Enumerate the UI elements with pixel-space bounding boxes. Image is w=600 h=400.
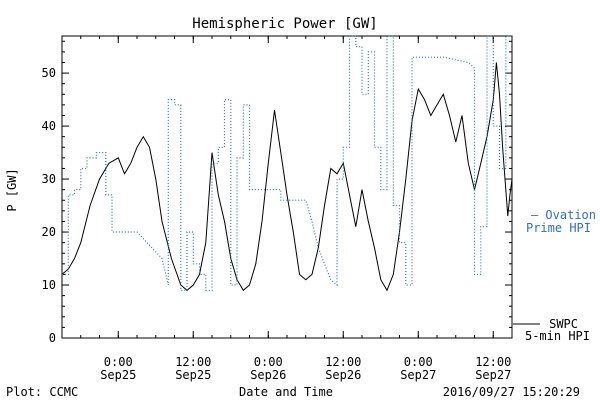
- x-tick-label-date: Sep26: [250, 368, 286, 382]
- y-tick-label: 0: [49, 331, 56, 345]
- series-layer: [61, 35, 513, 292]
- plot-border: [61, 35, 513, 339]
- x-tick-label-time: 0:00: [104, 355, 133, 369]
- y-tick-label: 30: [42, 172, 56, 186]
- chart-title: Hemispheric Power [GW]: [192, 16, 377, 32]
- axis-ticks: [61, 36, 513, 339]
- x-tick-label-date: Sep25: [100, 368, 136, 382]
- series-line-ovation: [62, 35, 512, 291]
- axis-labels: 010203040500:00Sep2512:00Sep250:00Sep261…: [42, 66, 596, 382]
- x-tick-label-date: Sep27: [475, 368, 511, 382]
- legend-label-ovation-line2: Prime HPI: [526, 221, 591, 235]
- x-tick-label-date: Sep25: [175, 368, 211, 382]
- x-tick-label-time: 12:00: [325, 355, 361, 369]
- series-line-swpc: [61, 62, 513, 292]
- y-tick-label: 50: [42, 66, 56, 80]
- plot-credit: Plot: CCMC: [6, 385, 78, 399]
- x-tick-label-date: Sep26: [325, 368, 361, 382]
- x-tick-label-time: 0:00: [254, 355, 283, 369]
- y-tick-label: 40: [42, 119, 56, 133]
- plot-area: [61, 35, 513, 339]
- y-tick-label: 20: [42, 225, 56, 239]
- x-axis-label: Date and Time: [239, 385, 333, 399]
- legend-label-swpc-line2: 5-min HPI: [525, 329, 590, 343]
- x-tick-label-time: 12:00: [175, 355, 211, 369]
- x-tick-label-time: 0:00: [404, 355, 433, 369]
- timestamp: 2016/09/27 15:20:29: [443, 385, 580, 399]
- y-tick-label: 10: [42, 278, 56, 292]
- x-tick-label-time: 12:00: [475, 355, 511, 369]
- legend-label-swpc-line1: SWPC: [549, 317, 578, 331]
- legend-label-ovation-line1: — Ovation: [531, 208, 596, 222]
- x-tick-label-date: Sep27: [400, 368, 436, 382]
- y-axis-label: P [GW]: [5, 168, 19, 211]
